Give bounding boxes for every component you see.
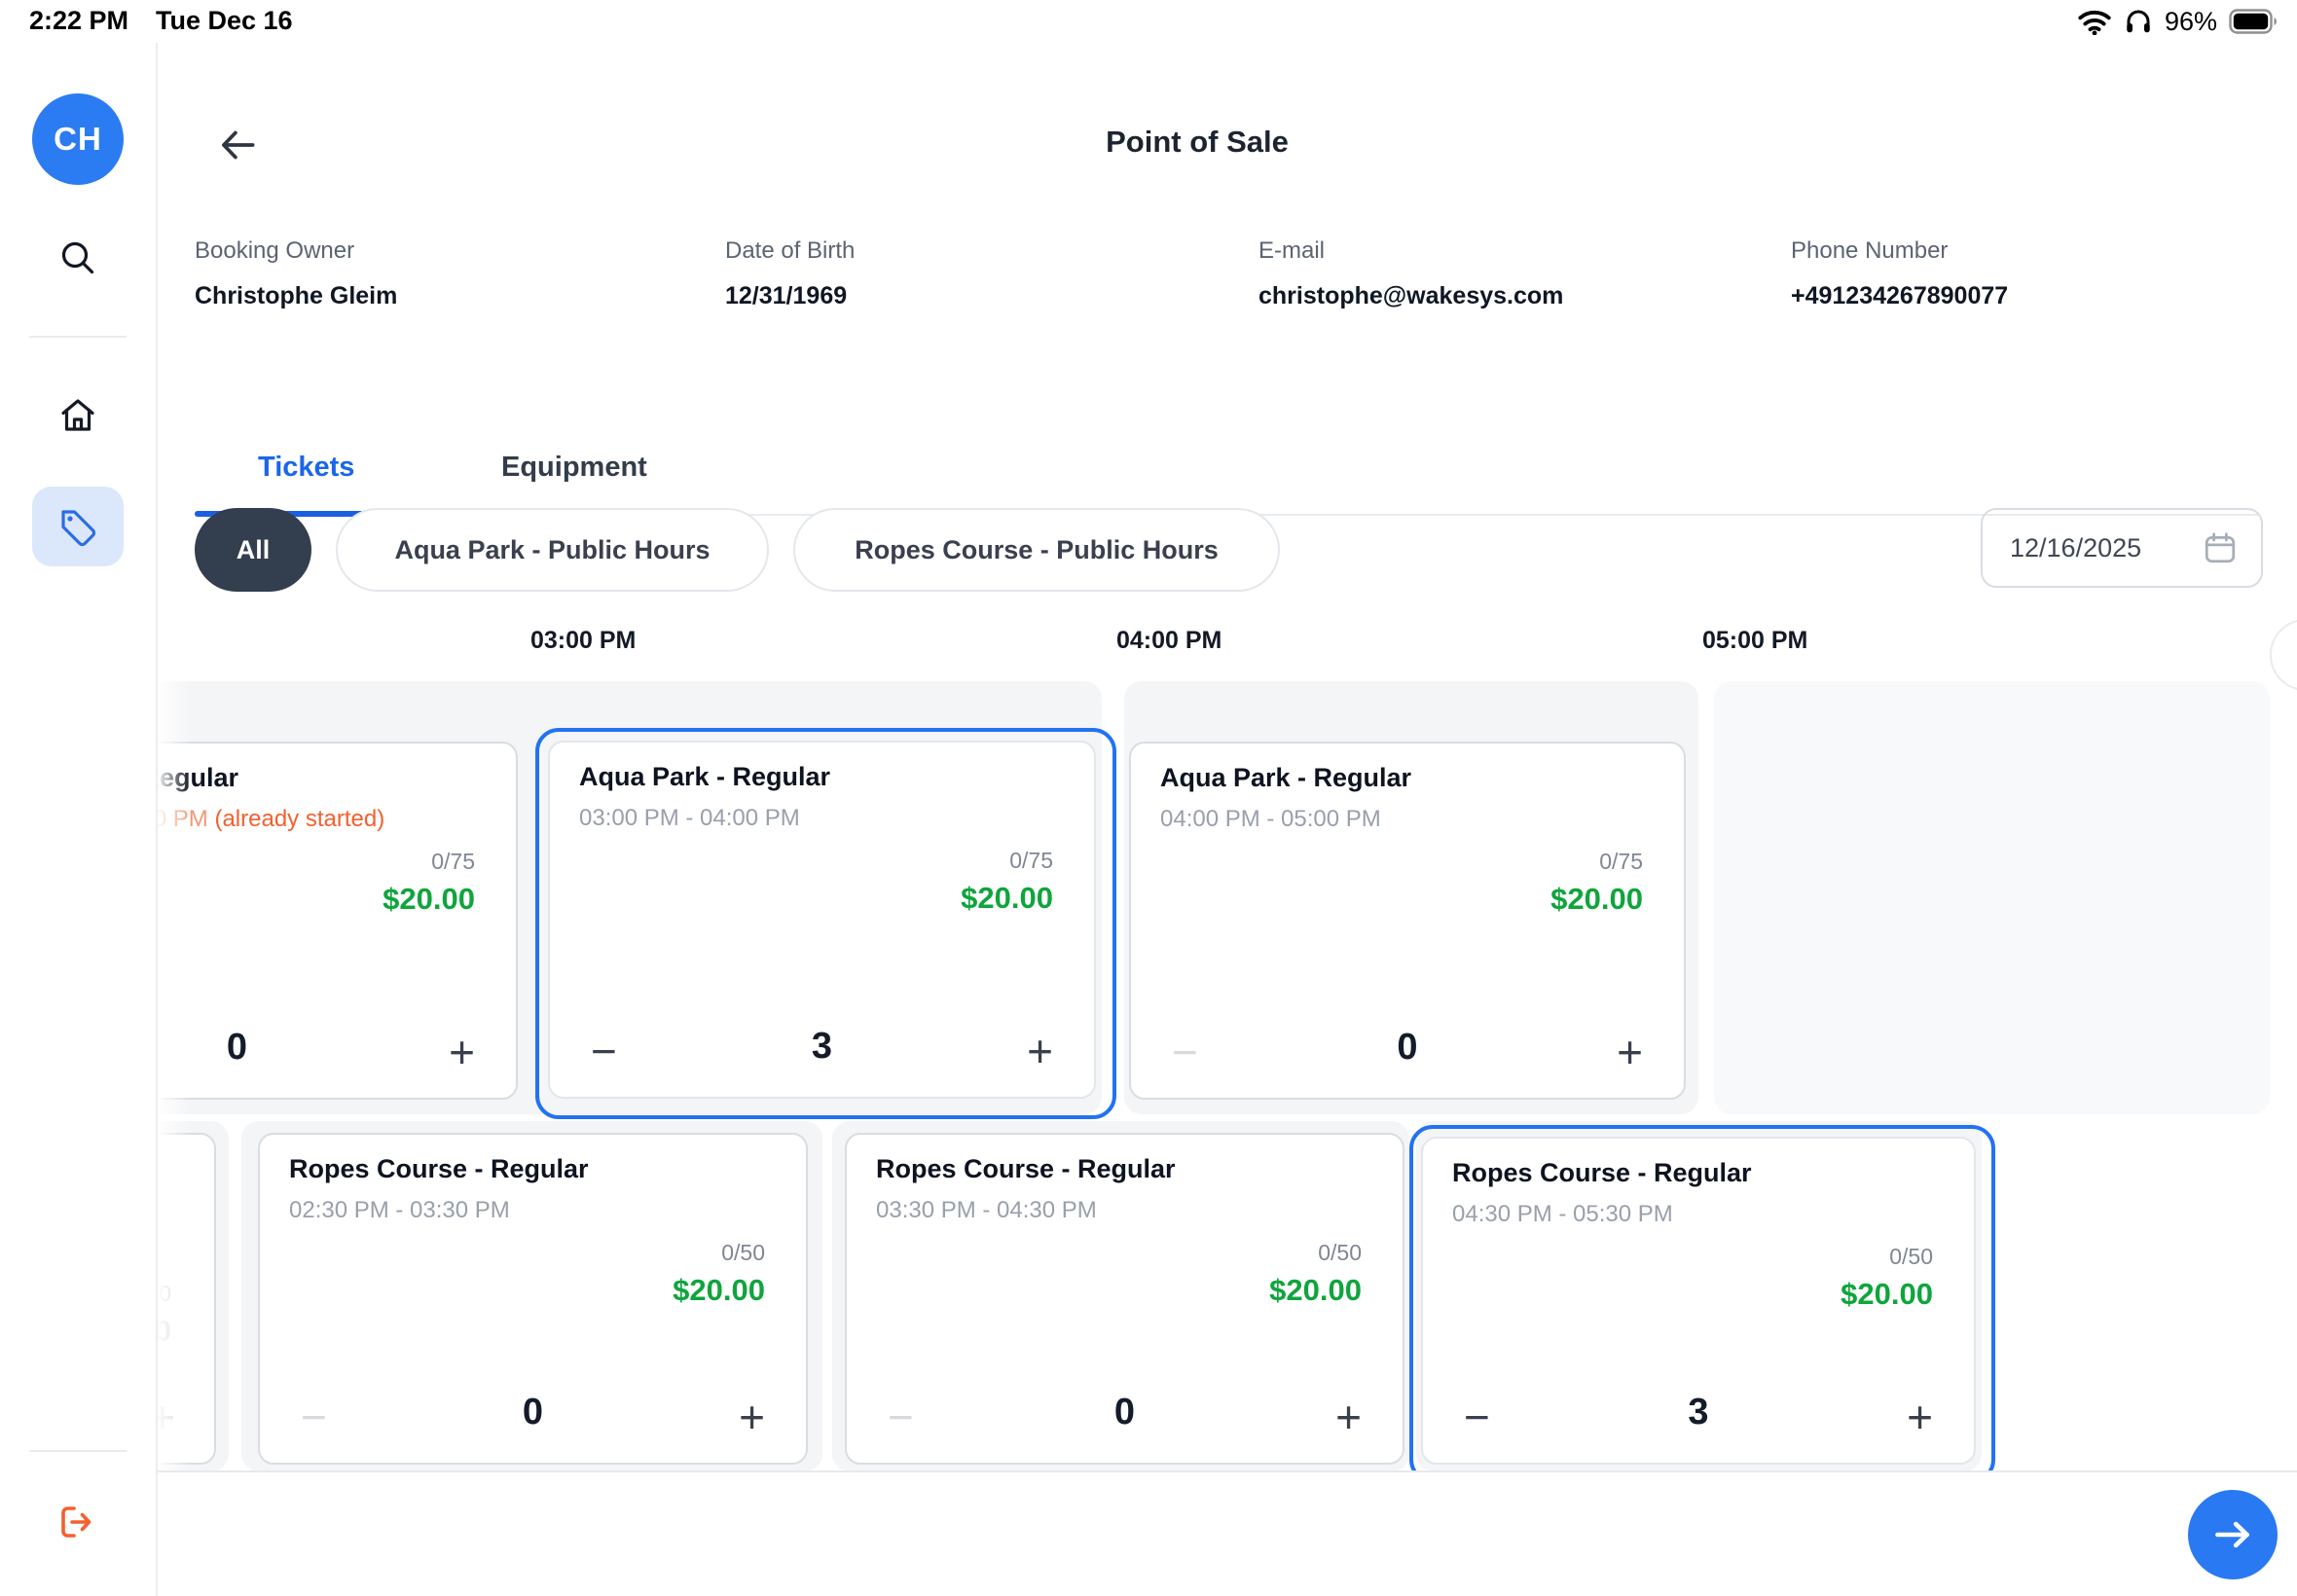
sign-out-icon — [55, 1501, 97, 1543]
ticket-time: 02:00 PM - 03:00 PM — [156, 806, 214, 832]
date-of-birth-value: 12/31/1969 — [725, 282, 855, 310]
ticket-time: 02:30 PM - 03:30 PM — [289, 1197, 510, 1224]
home-icon — [55, 392, 101, 439]
date-picker[interactable]: 12/16/2025 — [1981, 508, 2263, 588]
ticket-time: 03:30 PM - 04:30 PM — [876, 1197, 1097, 1224]
quantity-value: 0 — [260, 1392, 806, 1433]
ticket-price: $20.00 — [1550, 882, 1643, 917]
ticket-title: Aqua Park - Regular — [1160, 763, 1411, 793]
bottom-bar — [156, 1470, 2297, 1596]
email-label: E-mail — [1258, 237, 1563, 265]
search-icon — [55, 236, 100, 280]
increment-button[interactable]: + — [1907, 1395, 1933, 1439]
increment-button[interactable]: + — [739, 1395, 765, 1439]
increment-button[interactable]: + — [1617, 1030, 1643, 1074]
tag-icon — [55, 504, 100, 549]
ticket-title: Aqua Park - Regular — [579, 762, 830, 792]
wifi-icon — [2077, 9, 2112, 35]
next-button[interactable] — [2188, 1490, 2278, 1579]
status-indicators: 96% — [2077, 0, 2279, 43]
ticket-card-aqua-0400[interactable]: Aqua Park - Regular 04:00 PM - 05:00 PM … — [1129, 742, 1686, 1100]
ticket-capacity: 0/50 — [1889, 1244, 1933, 1270]
phone-label: Phone Number — [1791, 237, 2008, 265]
calendar-icon — [2203, 530, 2238, 565]
ticket-capacity: 0/75 — [431, 849, 475, 875]
sidebar: CH — [0, 43, 158, 1596]
battery-percent: 96% — [2165, 7, 2217, 37]
date-picker-value: 12/16/2025 — [2010, 533, 2203, 563]
main-content: Point of Sale Booking Owner Christophe G… — [156, 43, 2297, 1596]
sidebar-divider-bottom — [29, 1450, 127, 1452]
ticket-price: $20.00 — [156, 1314, 171, 1349]
date-of-birth-label: Date of Birth — [725, 237, 855, 265]
ticket-time: 03:00 PM - 04:00 PM — [579, 805, 800, 832]
increment-button[interactable]: + — [1335, 1395, 1362, 1439]
ticket-card-aqua-0300[interactable]: Aqua Park - Regular 03:00 PM - 04:00 PM … — [548, 741, 1096, 1099]
slot-column — [1714, 681, 2270, 1114]
time-slot-label-5pm: 05:00 PM — [1702, 627, 1807, 655]
ticket-capacity: 0/50 — [1318, 1240, 1362, 1266]
ticket-card-ropes-0230[interactable]: Ropes Course - Regular 02:30 PM - 03:30 … — [258, 1133, 808, 1465]
arrow-right-icon — [2208, 1510, 2257, 1559]
email-field: E-mail christophe@wakesys.com — [1258, 237, 1563, 310]
headphones-icon — [2124, 7, 2153, 36]
quantity-value: 0 — [847, 1392, 1403, 1433]
phone-value: +491234267890077 — [1791, 282, 2008, 310]
ticket-price: $20.00 — [383, 882, 475, 917]
sidebar-item-tickets[interactable] — [32, 487, 124, 566]
logout-button[interactable] — [55, 1501, 97, 1543]
ticket-capacity: 0/75 — [1009, 848, 1053, 874]
increment-button[interactable]: + — [156, 1395, 175, 1439]
ticket-capacity: 0/50 — [721, 1240, 765, 1266]
time-slot-label-4pm: 04:00 PM — [1116, 627, 1221, 655]
ticket-price: $20.00 — [1269, 1273, 1362, 1308]
filter-chip-aqua-park[interactable]: Aqua Park - Public Hours — [336, 508, 769, 592]
email-value: christophe@wakesys.com — [1258, 282, 1563, 310]
ticket-price: $20.00 — [1841, 1277, 1933, 1312]
ticket-price: $20.00 — [673, 1273, 765, 1308]
ticket-card-ropes-0130[interactable]: 0/50 $20.00 + — [156, 1133, 216, 1465]
scroll-right-button[interactable] — [2270, 619, 2297, 691]
status-bar: 2:22 PM Tue Dec 16 96% — [0, 0, 2297, 43]
booking-owner-label: Booking Owner — [195, 237, 397, 265]
ticket-capacity: 0/75 — [1599, 849, 1643, 875]
ticket-title: Ropes Course - Regular — [876, 1154, 1176, 1184]
ticket-card-ropes-0330[interactable]: Ropes Course - Regular 03:30 PM - 04:30 … — [845, 1133, 1404, 1465]
time-slot-label-3pm: 03:00 PM — [530, 627, 636, 655]
date-of-birth-field: Date of Birth 12/31/1969 — [725, 237, 855, 310]
search-button[interactable] — [55, 236, 100, 280]
sidebar-item-home[interactable] — [55, 392, 101, 439]
quantity-value: 3 — [550, 1026, 1094, 1068]
quantity-value: 0 — [1131, 1027, 1684, 1069]
filter-chip-ropes-course[interactable]: Ropes Course - Public Hours — [793, 508, 1280, 592]
clock-label: 2:22 PM — [29, 6, 128, 36]
sidebar-divider — [29, 336, 127, 338]
tab-tickets[interactable]: Tickets — [258, 452, 354, 484]
page-title: Point of Sale — [156, 125, 2239, 160]
date-label: Tue Dec 16 — [156, 6, 293, 36]
already-started-note: (already started) — [214, 806, 384, 832]
ticket-title: Aqua Park - Regular — [156, 763, 238, 793]
booking-owner-field: Booking Owner Christophe Gleim — [195, 237, 397, 310]
battery-icon — [2229, 9, 2279, 34]
ticket-time: 04:30 PM - 05:30 PM — [1452, 1201, 1673, 1228]
tab-equipment[interactable]: Equipment — [501, 452, 647, 484]
ticket-price: $20.00 — [961, 881, 1053, 916]
ticket-capacity: 0/50 — [156, 1281, 171, 1307]
avatar[interactable]: CH — [32, 93, 124, 185]
ticket-card-aqua-0200[interactable]: Aqua Park - Regular 02:00 PM - 03:00 PM … — [156, 742, 518, 1100]
ticket-title: Ropes Course - Regular — [289, 1154, 589, 1184]
quantity-value: 3 — [1423, 1392, 1974, 1433]
booking-owner-value: Christophe Gleim — [195, 282, 397, 310]
phone-field: Phone Number +491234267890077 — [1791, 237, 2008, 310]
filter-chip-all[interactable]: All — [195, 508, 311, 592]
ticket-card-ropes-0430[interactable]: Ropes Course - Regular 04:30 PM - 05:30 … — [1421, 1137, 1976, 1465]
increment-button[interactable]: + — [1027, 1029, 1053, 1073]
ticket-title: Ropes Course - Regular — [1452, 1158, 1752, 1188]
increment-button[interactable]: + — [449, 1030, 475, 1074]
ticket-time: 04:00 PM - 05:00 PM — [1160, 806, 1381, 833]
